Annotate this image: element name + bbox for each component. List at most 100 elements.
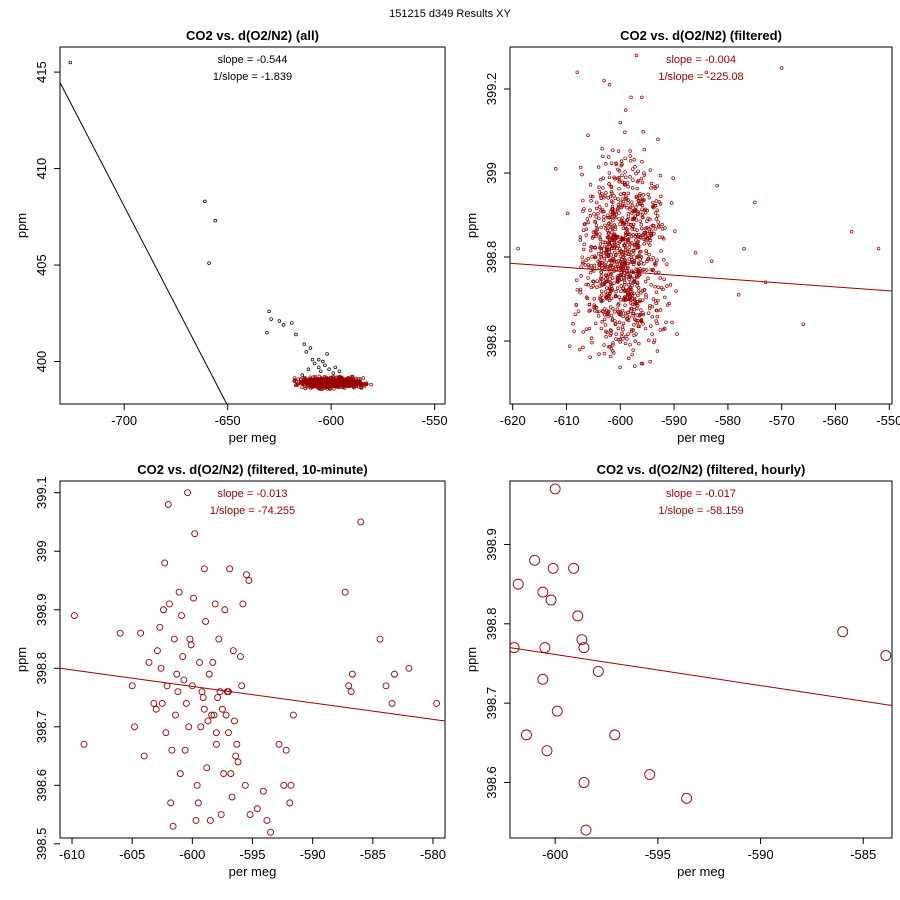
data-point — [622, 183, 627, 187]
data-point — [656, 224, 661, 228]
data-point — [626, 212, 631, 216]
data-point — [650, 304, 654, 309]
data-point — [609, 296, 614, 301]
data-point — [655, 349, 660, 353]
data-point — [627, 232, 632, 236]
data-point — [231, 717, 238, 725]
data-point — [294, 382, 299, 387]
data-point — [277, 319, 282, 323]
data-point — [611, 343, 615, 347]
data-point — [625, 181, 630, 185]
data-point — [243, 571, 250, 579]
data-point — [574, 278, 579, 283]
data-point — [633, 300, 637, 305]
data-point — [567, 344, 572, 348]
data-point — [587, 309, 591, 313]
data-point — [589, 285, 594, 290]
data-point — [621, 327, 625, 332]
data-point — [609, 329, 613, 333]
x-axis-label: per meg — [229, 430, 277, 445]
data-point — [267, 828, 274, 836]
data-point — [647, 236, 652, 240]
data-point — [512, 578, 524, 590]
data-point — [608, 273, 613, 277]
data-point — [615, 277, 620, 282]
data-point — [601, 154, 605, 159]
data-point — [646, 311, 651, 315]
data-point — [199, 694, 207, 701]
data-point — [628, 287, 633, 291]
data-point — [629, 234, 634, 239]
data-point — [608, 277, 612, 281]
data-point — [606, 226, 610, 230]
data-point — [80, 740, 88, 748]
data-point — [636, 232, 641, 237]
data-point — [649, 229, 654, 233]
data-point — [638, 312, 643, 316]
data-point — [632, 298, 637, 302]
data-point — [633, 246, 637, 250]
data-point — [583, 263, 588, 267]
data-point — [316, 365, 321, 370]
data-point — [590, 254, 594, 259]
data-point — [646, 192, 650, 197]
data-point — [150, 699, 158, 707]
data-point — [641, 129, 645, 134]
data-point — [628, 205, 633, 209]
data-point — [639, 222, 644, 227]
data-point — [633, 242, 637, 247]
data-point — [639, 226, 644, 231]
chart-panel-2: CO2 vs. d(O2/N2) (filtered) -620 -610 -600 -… — [464, 28, 900, 445]
data-point — [589, 194, 593, 198]
data-point — [635, 180, 640, 184]
data-point — [290, 321, 294, 325]
data-point — [625, 316, 629, 321]
data-point — [615, 234, 620, 239]
data-point — [626, 252, 630, 256]
plot-frame — [59, 46, 446, 405]
data-point — [656, 220, 660, 224]
x-tick-label: -585 — [360, 847, 386, 862]
data-point — [631, 311, 635, 316]
data-point — [568, 562, 580, 574]
data-point — [602, 343, 606, 347]
data-point — [667, 301, 671, 306]
data-point — [391, 670, 398, 678]
data-point — [623, 282, 627, 287]
data-point — [642, 241, 646, 246]
data-point — [660, 222, 664, 227]
data-point — [617, 211, 621, 215]
data-point — [588, 214, 593, 218]
data-point — [545, 594, 557, 606]
data-point — [607, 309, 611, 314]
data-point — [187, 641, 195, 649]
data-point — [627, 356, 631, 361]
data-point — [675, 332, 679, 336]
data-point — [572, 610, 584, 622]
data-point — [635, 202, 640, 207]
y-tick-label: 399 — [484, 162, 499, 184]
data-point — [640, 180, 645, 185]
data-point — [68, 60, 73, 65]
data-point — [642, 171, 646, 175]
data-point — [304, 385, 309, 389]
data-point — [617, 186, 621, 191]
data-point — [578, 777, 590, 788]
data-point — [350, 374, 355, 379]
data-point — [224, 688, 232, 696]
data-point — [620, 220, 625, 225]
data-point — [598, 205, 602, 209]
data-point — [137, 629, 145, 637]
slope-annotation: slope = -0.013 — [217, 488, 287, 500]
data-point — [618, 337, 622, 342]
data-point — [623, 298, 628, 302]
data-point — [337, 369, 342, 373]
data-point — [588, 355, 592, 359]
data-point — [246, 811, 254, 819]
data-point — [606, 196, 611, 200]
data-point — [641, 198, 645, 203]
data-point — [302, 342, 306, 346]
data-point — [168, 746, 176, 754]
y-tick-label: 399.1 — [34, 476, 49, 509]
